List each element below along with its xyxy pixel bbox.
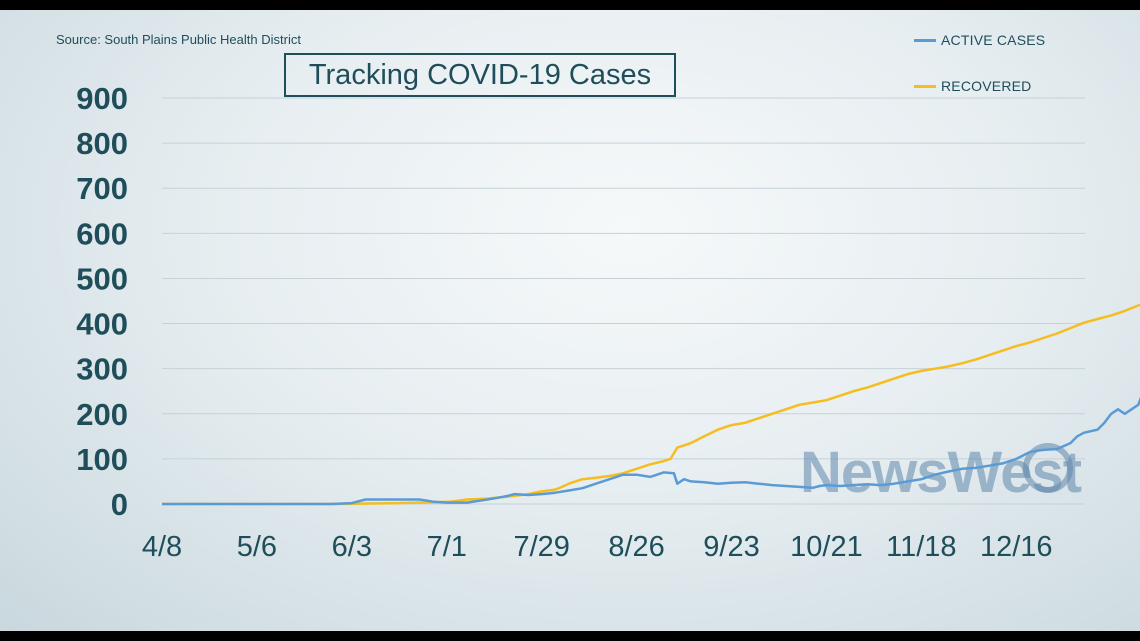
legend-label-active: ACTIVE CASES [941, 32, 1046, 48]
source-note: Source: South Plains Public Health Distr… [56, 32, 301, 47]
x-tick-label: 9/23 [703, 531, 759, 563]
y-tick-label-700: 700 [76, 171, 128, 206]
watermark-star-icon [1023, 443, 1073, 493]
legend-swatch-recovered [914, 84, 936, 88]
x-tick-label: 11/18 [886, 531, 956, 563]
y-tick-label-0: 0 [111, 487, 128, 522]
x-tick-label: 7/1 [427, 531, 467, 563]
x-tick-label: 8/26 [608, 531, 664, 563]
legend-item-recovered: RECOVERED [914, 78, 1031, 94]
chart-title: Tracking COVID-19 Cases [284, 53, 676, 97]
legend-label-recovered: RECOVERED [941, 78, 1032, 94]
y-tick-label-400: 400 [76, 307, 128, 342]
y-tick-label-200: 200 [76, 397, 128, 432]
legend-swatch-active [914, 38, 936, 42]
x-tick-label: 10/21 [790, 531, 863, 563]
x-tick-label: 12/16 [980, 531, 1053, 563]
y-tick-label-500: 500 [76, 261, 128, 296]
series-line-recovered [162, 303, 1140, 506]
y-tick-label-100: 100 [76, 442, 128, 477]
y-tick-label-900: 900 [76, 81, 128, 116]
chart-frame: Source: South Plains Public Health Distr… [0, 10, 1140, 631]
x-tick-label: 7/29 [513, 531, 569, 563]
series-line-active-cases [162, 396, 1140, 506]
y-tick-label-600: 600 [76, 216, 128, 251]
x-tick-label: 5/6 [237, 531, 277, 563]
y-tick-label-800: 800 [76, 126, 128, 161]
x-tick-label: 4/8 [142, 531, 182, 563]
legend-item-active: ACTIVE CASES [914, 32, 1045, 48]
line-chart: 0 100 200 300 400 500 600 700 800 900 4/8 5/6 6/3 7/1… [76, 81, 1140, 563]
x-tick-label: 6/3 [332, 531, 372, 563]
y-tick-label-300: 300 [76, 352, 128, 387]
